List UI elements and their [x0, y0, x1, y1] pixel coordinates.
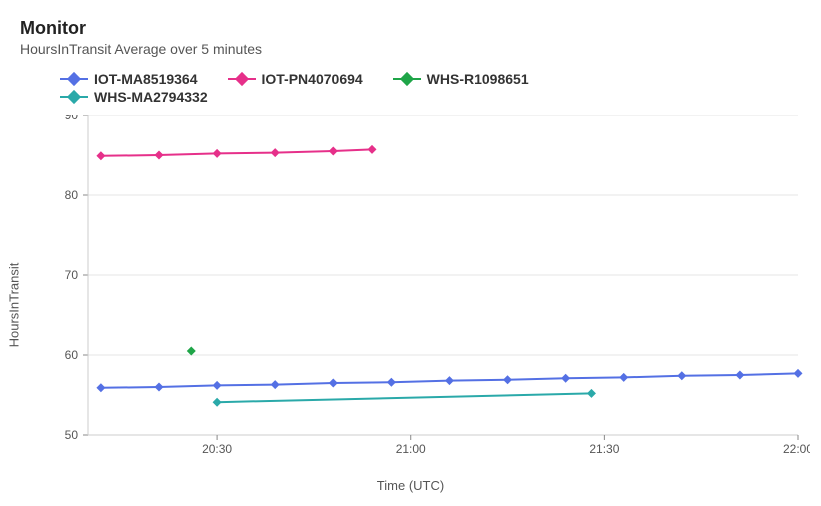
series-marker-IOT-MA8519364[interactable]: [96, 383, 105, 392]
legend-item-IOT-MA8519364[interactable]: IOT-MA8519364: [60, 71, 198, 87]
series-marker-IOT-MA8519364[interactable]: [794, 369, 803, 378]
legend-item-WHS-R1098651[interactable]: WHS-R1098651: [393, 71, 529, 87]
chart-container: Monitor HoursInTransit Average over 5 mi…: [0, 0, 821, 506]
series-marker-IOT-PN4070694[interactable]: [329, 147, 338, 156]
legend-marker-icon: [228, 73, 256, 85]
y-tick-label: 70: [65, 268, 79, 282]
series-marker-IOT-MA8519364[interactable]: [503, 375, 512, 384]
series-marker-IOT-MA8519364[interactable]: [155, 383, 164, 392]
series-marker-IOT-MA8519364[interactable]: [271, 380, 280, 389]
series-marker-IOT-PN4070694[interactable]: [368, 145, 377, 154]
series-marker-IOT-PN4070694[interactable]: [96, 151, 105, 160]
legend-label: IOT-MA8519364: [94, 71, 198, 87]
y-tick-label: 80: [65, 188, 79, 202]
legend-marker-icon: [393, 73, 421, 85]
plot-wrapper: HoursInTransit 506070809020:3021:0021:30…: [20, 115, 801, 495]
legend: IOT-MA8519364 IOT-PN4070694 WHS-R1098651 WH…: [20, 71, 660, 107]
y-tick-label: 90: [65, 115, 79, 122]
chart-plot: 50 60 70 80 90 20:30 21:00 21:30 22:00: [20, 115, 810, 475]
legend-item-IOT-PN4070694[interactable]: IOT-PN4070694: [228, 71, 363, 87]
chart-title: Monitor: [20, 18, 801, 39]
y-tick-label: 50: [65, 428, 79, 442]
x-tick-label: 22:00: [783, 442, 810, 456]
series-marker-IOT-MA8519364[interactable]: [677, 371, 686, 380]
legend-label: WHS-MA2794332: [94, 89, 208, 105]
x-axis-label: Time (UTC): [377, 478, 444, 493]
series-marker-IOT-PN4070694[interactable]: [155, 151, 164, 160]
series-marker-IOT-MA8519364[interactable]: [387, 378, 396, 387]
legend-marker-icon: [60, 91, 88, 103]
series-line-WHS-MA2794332: [217, 393, 591, 402]
series-marker-WHS-R1098651[interactable]: [187, 347, 196, 356]
x-tick-label: 21:00: [396, 442, 426, 456]
x-tick-label: 20:30: [202, 442, 232, 456]
series-marker-IOT-MA8519364[interactable]: [213, 381, 222, 390]
chart-subtitle: HoursInTransit Average over 5 minutes: [20, 41, 801, 57]
series-marker-IOT-MA8519364[interactable]: [561, 374, 570, 383]
legend-item-WHS-MA2794332[interactable]: WHS-MA2794332: [60, 89, 208, 105]
series-marker-IOT-MA8519364[interactable]: [445, 376, 454, 385]
series-marker-IOT-PN4070694[interactable]: [271, 148, 280, 157]
series-marker-IOT-PN4070694[interactable]: [213, 149, 222, 158]
series-marker-IOT-MA8519364[interactable]: [329, 379, 338, 388]
series-marker-IOT-MA8519364[interactable]: [735, 371, 744, 380]
legend-label: WHS-R1098651: [427, 71, 529, 87]
x-tick-label: 21:30: [589, 442, 619, 456]
y-tick-label: 60: [65, 348, 79, 362]
series-marker-WHS-MA2794332[interactable]: [213, 398, 222, 407]
legend-marker-icon: [60, 73, 88, 85]
series-marker-IOT-MA8519364[interactable]: [619, 373, 628, 382]
series-marker-WHS-MA2794332[interactable]: [587, 389, 596, 398]
legend-label: IOT-PN4070694: [262, 71, 363, 87]
